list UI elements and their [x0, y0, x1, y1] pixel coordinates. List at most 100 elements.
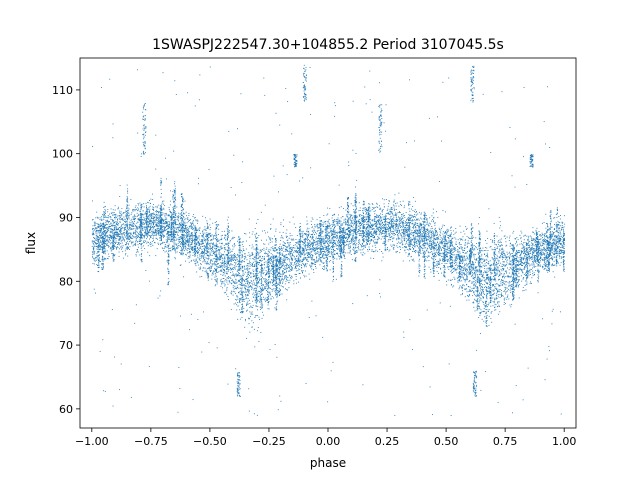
- data-point: [465, 259, 467, 261]
- data-point: [258, 276, 260, 278]
- data-point: [301, 252, 302, 254]
- data-point: [370, 226, 371, 227]
- data-point: [399, 252, 401, 254]
- data-point: [366, 243, 367, 245]
- data-point: [117, 219, 118, 221]
- data-point: [463, 257, 465, 259]
- data-point: [426, 236, 428, 238]
- data-point: [466, 236, 468, 238]
- data-point: [238, 279, 240, 281]
- data-point: [318, 241, 320, 243]
- data-point: [102, 223, 104, 225]
- data-point: [545, 251, 547, 253]
- data-point: [554, 235, 556, 237]
- data-point: [125, 211, 126, 213]
- data-point: [248, 262, 250, 264]
- data-point: [115, 217, 117, 219]
- data-point: [163, 250, 165, 251]
- data-point: [366, 218, 367, 220]
- data-point: [289, 267, 291, 269]
- data-point: [324, 266, 326, 268]
- data-point: [308, 256, 310, 258]
- data-point: [230, 257, 232, 259]
- data-point: [269, 275, 271, 277]
- data-point: [194, 237, 196, 239]
- data-point: [262, 288, 264, 290]
- data-point: [233, 274, 235, 276]
- data-point: [131, 225, 133, 227]
- data-point: [336, 221, 338, 223]
- data-point: [486, 247, 488, 249]
- data-point: [515, 259, 517, 261]
- data-point: [107, 229, 109, 230]
- data-point: [410, 241, 412, 243]
- data-point: [274, 290, 276, 292]
- data-point: [111, 235, 113, 237]
- data-point: [325, 237, 326, 239]
- data-point: [531, 248, 532, 250]
- data-point: [557, 241, 559, 243]
- data-point: [208, 233, 210, 235]
- data-point: [493, 278, 495, 280]
- data-point: [561, 237, 563, 238]
- data-point: [514, 277, 516, 279]
- data-point: [224, 249, 226, 251]
- data-point: [327, 250, 329, 252]
- data-point: [295, 250, 297, 252]
- data-point: [414, 232, 416, 234]
- data-point: [145, 222, 147, 224]
- data-point: [343, 222, 345, 224]
- data-point: [299, 273, 301, 274]
- data-point: [488, 287, 490, 289]
- data-point: [279, 254, 281, 256]
- data-point: [535, 244, 536, 246]
- data-point: [235, 263, 237, 265]
- data-point: [381, 211, 383, 213]
- data-point: [244, 261, 246, 263]
- data-point: [460, 267, 462, 269]
- data-point: [368, 213, 370, 215]
- data-point: [487, 262, 489, 264]
- data-point: [227, 243, 229, 245]
- data-point: [223, 274, 225, 276]
- data-point: [396, 231, 397, 233]
- data-point: [354, 220, 356, 222]
- data-point: [239, 272, 241, 274]
- data-point: [236, 309, 238, 311]
- data-point: [396, 202, 398, 204]
- data-point: [192, 255, 194, 256]
- data-point: [308, 249, 310, 251]
- data-point: [261, 258, 263, 259]
- data-point: [126, 217, 128, 219]
- data-point: [465, 242, 467, 244]
- data-point: [240, 281, 241, 283]
- data-point: [460, 294, 462, 296]
- data-point: [357, 244, 359, 246]
- data-point: [544, 239, 546, 241]
- data-point: [357, 231, 359, 233]
- data-point: [153, 206, 155, 208]
- data-point: [142, 214, 144, 216]
- data-point: [331, 234, 333, 236]
- data-point: [498, 278, 500, 280]
- data-point: [299, 263, 301, 265]
- data-point: [206, 227, 208, 229]
- data-point: [254, 279, 256, 281]
- data-point: [535, 229, 537, 231]
- data-point: [485, 249, 487, 251]
- data-point: [380, 225, 382, 227]
- data-point: [405, 219, 407, 221]
- data-point: [327, 245, 329, 247]
- data-point: [237, 298, 239, 300]
- data-point: [424, 221, 426, 223]
- data-point: [323, 225, 325, 227]
- data-point: [141, 219, 143, 221]
- data-point: [234, 236, 236, 238]
- data-point: [129, 236, 131, 238]
- data-point: [538, 239, 540, 240]
- data-point: [165, 246, 167, 248]
- data-point: [280, 247, 282, 249]
- data-point: [458, 272, 460, 274]
- data-point: [480, 250, 482, 252]
- data-point: [221, 264, 223, 266]
